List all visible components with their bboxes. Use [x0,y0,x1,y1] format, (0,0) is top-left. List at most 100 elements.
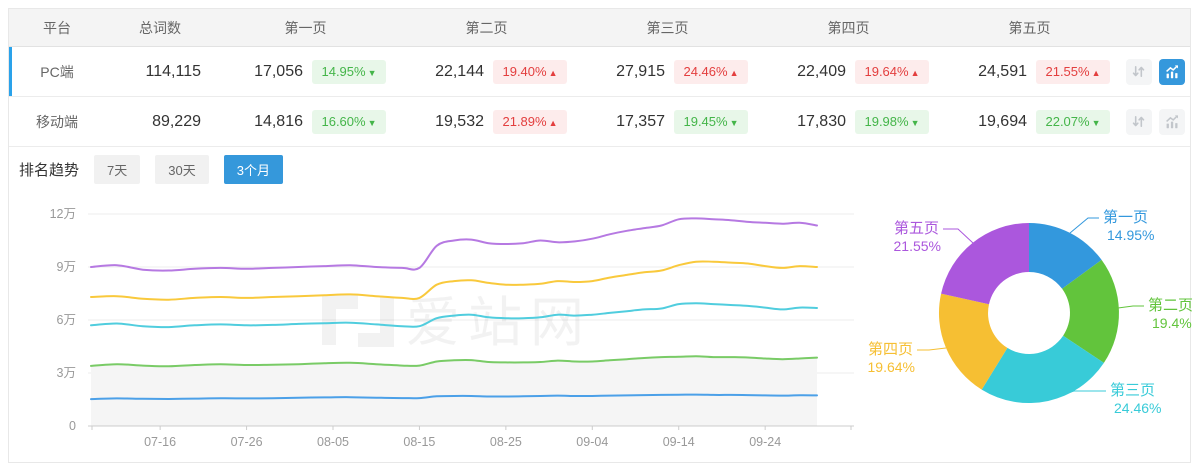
sort-arrows-icon [1132,116,1145,127]
donut-slice [1029,223,1102,289]
page-cell: 14,816 16.60% ▼ [215,109,396,134]
svg-text:08-25: 08-25 [490,435,522,449]
trend-down-icon: ▼ [910,117,920,128]
keyword-rank-panel: 平台 总词数 第一页 第二页 第三页 第四页 第五页 PC端 114,115 17,056 … [8,8,1193,465]
change-badge: 24.46% ▲ [674,59,748,84]
page-count: 19,532 [435,112,484,130]
trend-up-icon: ▲ [1091,67,1101,78]
total-words-cell: 114,115 [145,62,201,80]
charts-area: 爱站网 0 3万 6万 9万 12万 07-16 07-26 08-05 08-15 08-25 09… [9,191,1193,465]
range-tab-0[interactable]: 7天 [94,154,141,184]
donut-slice [981,335,1104,404]
page-cell: 19,694 22.07% ▼ [939,109,1120,134]
column-header: 第五页 [1008,19,1051,36]
page-count: 22,144 [435,62,484,80]
trend-down-icon: ▼ [1091,117,1101,128]
donut-slice [938,293,1008,390]
column-header: 总词数 [139,19,181,36]
svg-text:08-15: 08-15 [403,435,435,449]
page-count: 14,816 [254,112,303,130]
change-badge: 19.45% ▼ [674,109,748,134]
svg-text:07-16: 07-16 [144,435,176,449]
range-tabs: 7天 30天 3个月 [94,154,283,184]
page-cell: 19,532 21.89% ▲ [396,109,577,134]
page-count: 17,357 [616,112,665,130]
bar-chart-icon [1165,64,1178,78]
platform-cell: PC端 [40,63,74,80]
svg-text:09-24: 09-24 [749,435,781,449]
donut-value: 14.95% [1107,227,1154,243]
change-badge: 14.95% ▼ [312,59,386,84]
trend-up-icon: ▲ [910,67,920,78]
table-header-row: 平台 总词数 第一页 第二页 第三页 第四页 第五页 [9,9,1190,47]
trend-up-icon: ▲ [729,67,739,78]
trend-up-icon: ▲ [548,67,558,78]
page-cell: 22,409 19.64% ▲ [758,59,939,84]
column-header: 第四页 [827,19,870,36]
svg-text:6万: 6万 [57,313,76,327]
page-count: 17,056 [254,62,303,80]
selected-row-indicator [9,47,12,96]
donut-label: 第三页 [1110,381,1155,399]
page-cell: 27,915 24.46% ▲ [577,59,758,84]
page-cell: 22,144 19.40% ▲ [396,59,577,84]
page-cell: 24,591 21.55% ▲ [939,59,1120,84]
trend-down-icon: ▼ [367,67,377,78]
svg-text:09-14: 09-14 [663,435,695,449]
donut-slice [1062,259,1119,363]
donut-value: 19.64% [868,359,915,375]
donut-value: 24.46% [1114,400,1161,416]
column-header: 第一页 [284,19,327,36]
watermark-text: 爱站网 [406,293,592,353]
donut-value: 19.4% [1152,315,1192,331]
change-badge: 19.40% ▲ [493,59,567,84]
svg-text:12万: 12万 [50,207,76,221]
trend-up-icon: ▲ [548,117,558,128]
page-count: 17,830 [797,112,846,130]
donut-value: 21.55% [894,238,941,254]
change-badge: 19.64% ▲ [855,59,929,84]
svg-text:07-26: 07-26 [231,435,263,449]
table-body: PC端 114,115 17,056 14.95% ▼ 22,144 19.40%… [9,47,1190,147]
change-badge: 19.98% ▼ [855,109,929,134]
table-row[interactable]: PC端 114,115 17,056 14.95% ▼ 22,144 19.40%… [9,47,1190,97]
sort-button[interactable] [1125,108,1152,135]
trend-down-icon: ▼ [367,117,377,128]
bar-chart-icon [1165,114,1178,128]
svg-text:9万: 9万 [57,260,76,274]
donut-slice [941,222,1029,305]
donut-label: 第二页 [1148,296,1193,314]
chart-toggle-button[interactable] [1158,58,1185,85]
page-count: 27,915 [616,62,665,80]
change-badge: 21.55% ▲ [1036,59,1110,84]
page-count: 24,591 [978,62,1027,80]
trend-toolbar: 排名趋势 7天 30天 3个月 [9,147,1190,191]
svg-text:3万: 3万 [57,366,76,380]
sort-arrows-icon [1132,66,1145,77]
page-cell: 17,056 14.95% ▼ [215,59,396,84]
trend-down-icon: ▼ [729,117,739,128]
range-tab-1[interactable]: 30天 [155,154,209,184]
column-header: 平台 [43,19,71,36]
trend-section-title: 排名趋势 [19,161,80,179]
row-actions [1120,108,1190,135]
svg-text:08-05: 08-05 [317,435,349,449]
watermark-logo-icon [322,295,394,347]
donut-label: 第五页 [894,219,939,237]
sort-button[interactable] [1125,58,1152,85]
range-tab-2[interactable]: 3个月 [223,154,283,184]
column-header: 第三页 [646,19,689,36]
change-badge: 16.60% ▼ [312,109,386,134]
column-header: 第二页 [465,19,508,36]
line-chart[interactable]: 爱站网 0 3万 6万 9万 12万 07-16 07-26 08-05 08-15 08-25 09… [0,193,870,465]
change-badge: 22.07% ▼ [1036,109,1110,134]
page-count: 22,409 [797,62,846,80]
table-row[interactable]: 移动端 89,229 14,816 16.60% ▼ 19,532 21.89% ▲… [9,97,1190,147]
svg-text:0: 0 [69,419,76,433]
chart-toggle-button[interactable] [1158,108,1185,135]
change-badge: 21.89% ▲ [493,109,567,134]
page-cell: 17,357 19.45% ▼ [577,109,758,134]
total-words-cell: 89,229 [152,112,201,130]
platform-cell: 移动端 [36,113,78,130]
